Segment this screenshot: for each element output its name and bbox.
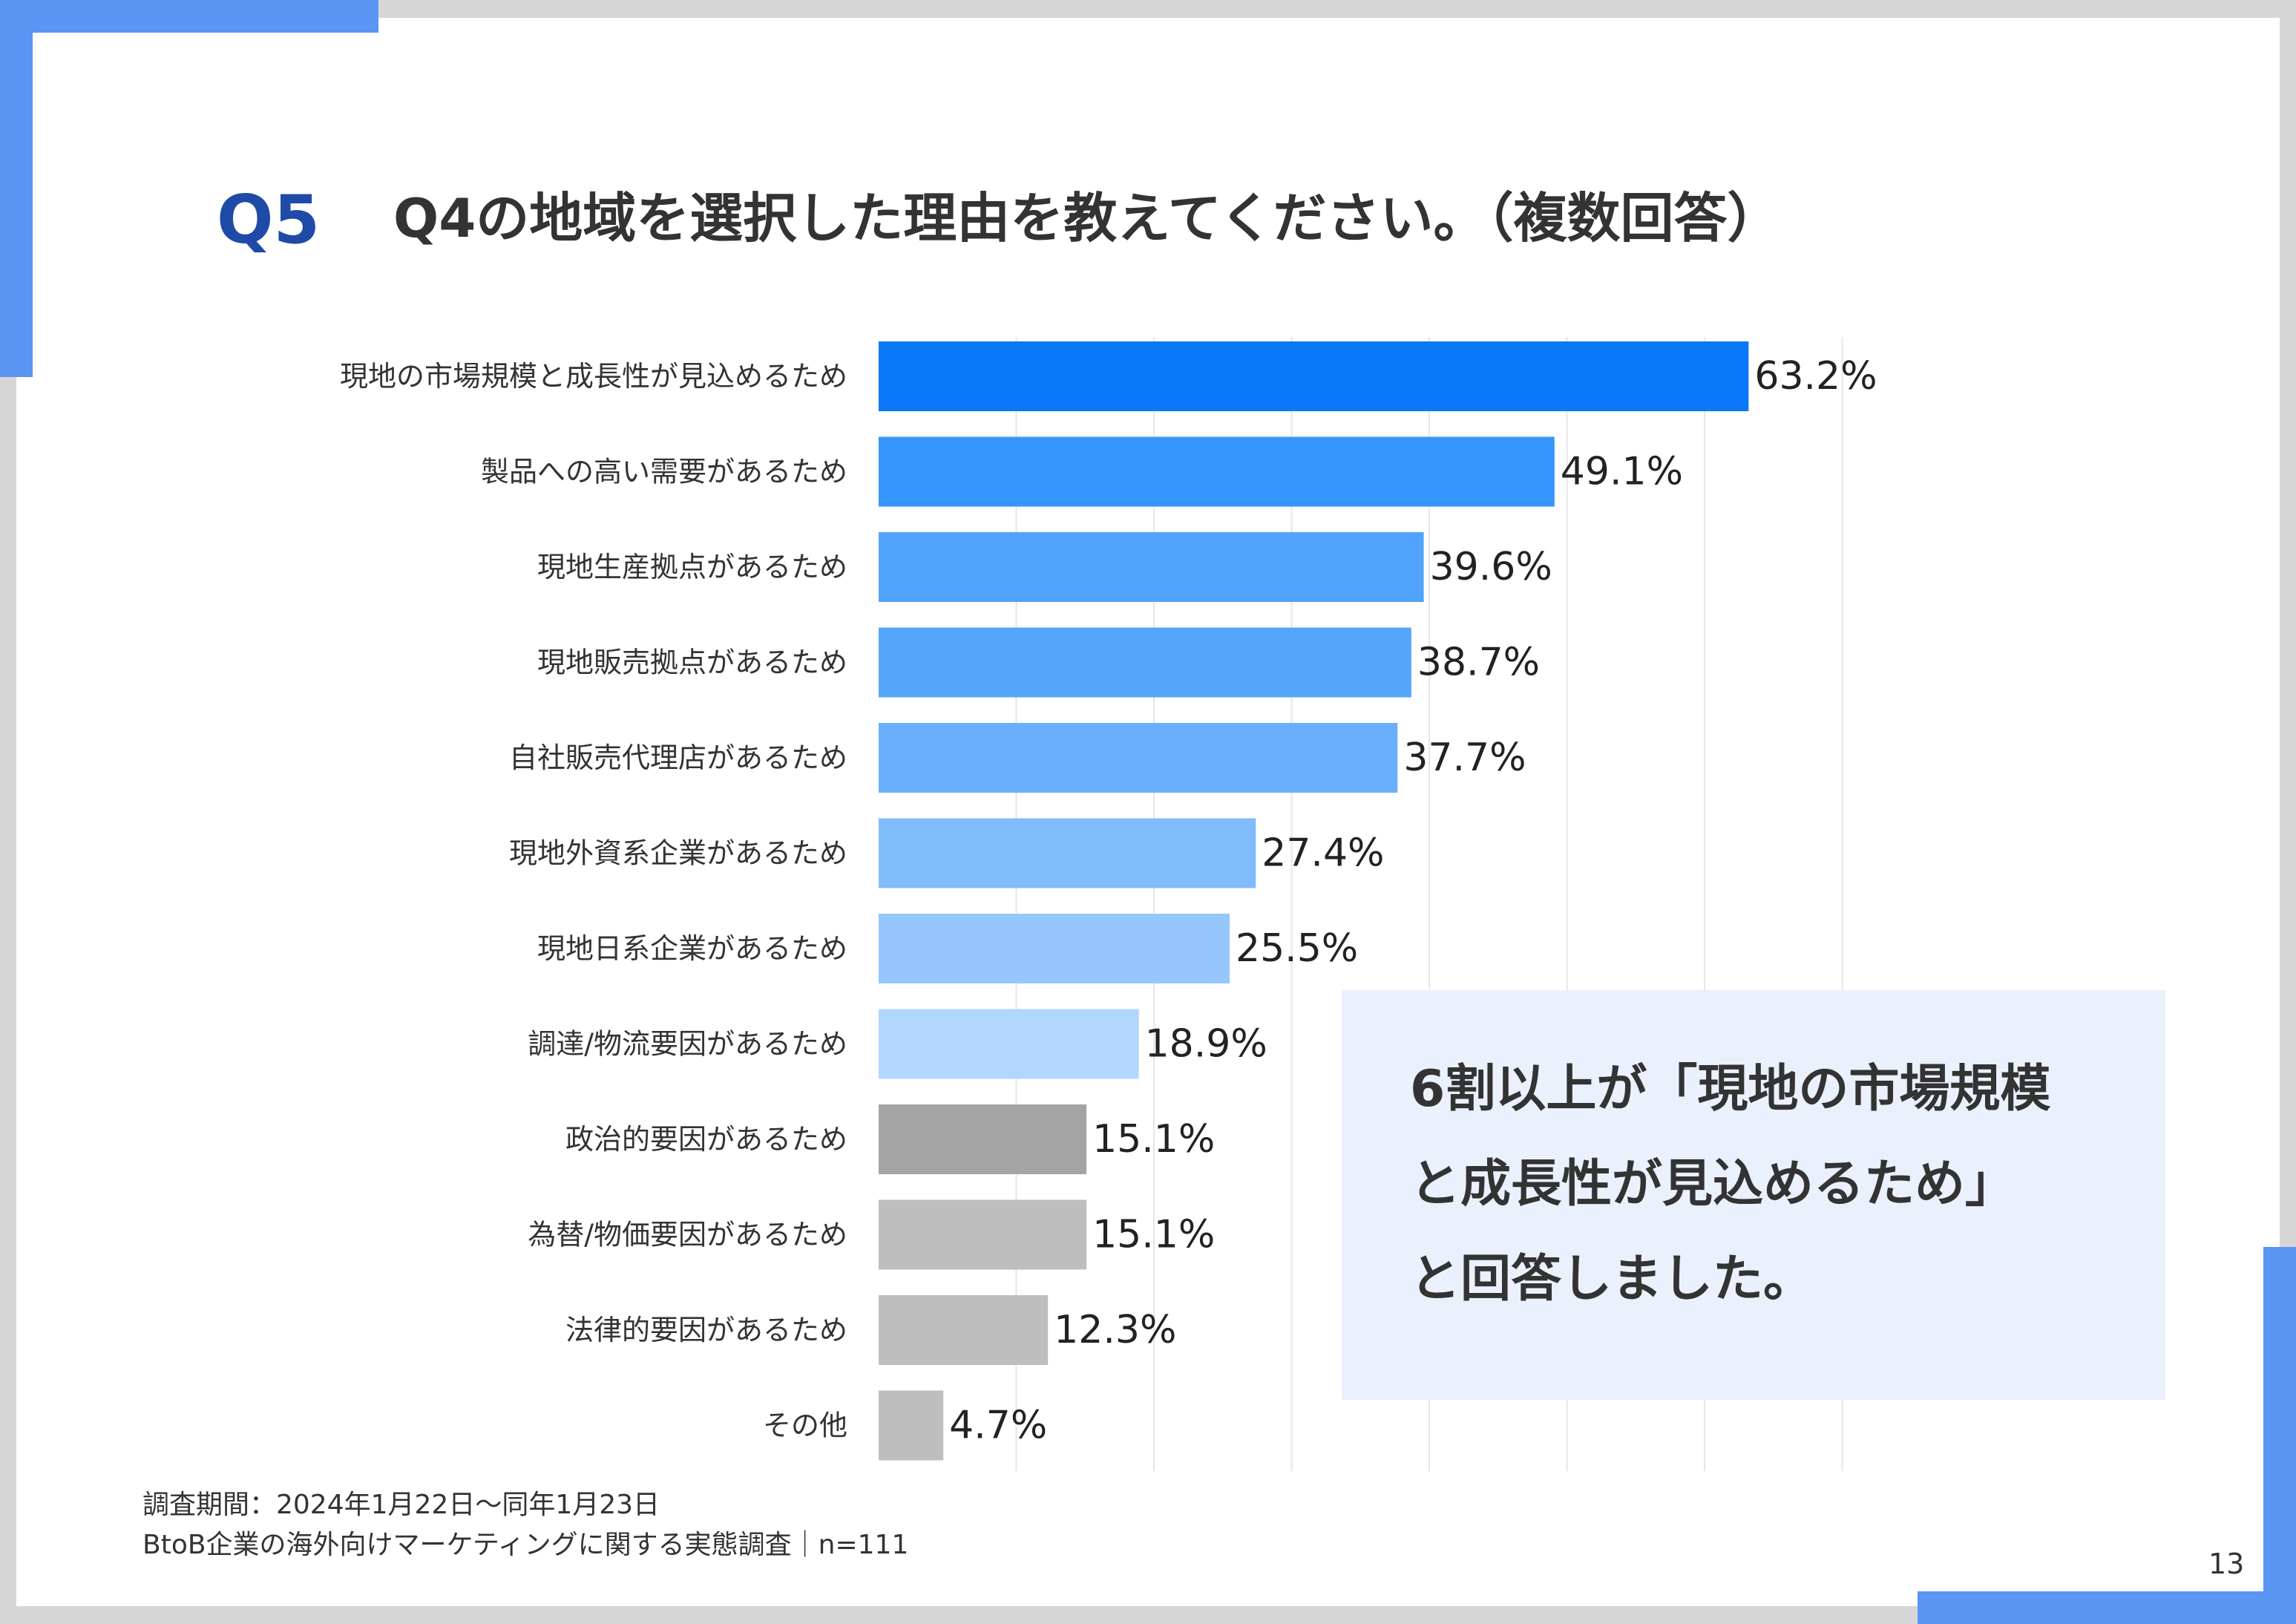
category-label: 為替/物価要因があるため xyxy=(528,1219,847,1251)
survey-period-note: 調査期間：2024年1月22日〜同年1月23日 xyxy=(142,1490,660,1520)
bar xyxy=(879,532,1424,602)
data-label: 18.9% xyxy=(1145,1022,1267,1067)
category-label: 調達/物流要因があるため xyxy=(528,1028,847,1061)
summary-callout: 6割以上が「現地の市場規模 と成長性が見込めるため」 と回答しました。 xyxy=(1342,990,2165,1400)
category-label: その他 xyxy=(763,1409,847,1442)
bar xyxy=(879,818,1256,888)
bar xyxy=(879,1199,1087,1270)
page-number: 13 xyxy=(2208,1548,2245,1580)
data-label: 39.6% xyxy=(1430,545,1552,589)
category-label: 政治的要因があるため xyxy=(565,1123,847,1156)
category-label: 現地日系企業があるため xyxy=(537,932,847,965)
data-label: 49.1% xyxy=(1561,450,1683,494)
category-label: 自社販売代理店があるため xyxy=(509,741,847,774)
category-label: 法律的要因があるため xyxy=(565,1314,847,1346)
category-label: 現地外資系企業があるため xyxy=(509,837,847,870)
survey-name-note: BtoB企業の海外向けマーケティングに関する実態調査｜n=111 xyxy=(142,1530,909,1560)
page-title: Q4の地域を選択した理由を教えてください。（複数回答） xyxy=(393,187,1781,249)
data-label: 38.7% xyxy=(1417,641,1540,685)
data-label: 25.5% xyxy=(1236,926,1358,971)
category-label: 現地の市場規模と成長性が見込めるため xyxy=(340,360,847,393)
callout-line-3: と回答しました。 xyxy=(1410,1250,1814,1309)
bar xyxy=(879,914,1230,983)
bar xyxy=(879,627,1411,698)
bar xyxy=(879,723,1398,793)
data-label: 12.3% xyxy=(1054,1308,1176,1352)
data-label: 15.1% xyxy=(1092,1213,1215,1257)
callout-line-1: 6割以上が「現地の市場規模 xyxy=(1410,1060,2051,1119)
data-label: 4.7% xyxy=(949,1404,1047,1448)
data-label: 63.2% xyxy=(1754,354,1877,399)
bar xyxy=(879,1295,1049,1365)
category-label: 現地生産拠点があるため xyxy=(537,551,847,583)
category-label: 現地販売拠点があるため xyxy=(537,646,847,679)
bar xyxy=(879,1390,944,1461)
bar xyxy=(879,436,1555,507)
category-label: 製品への高い需要があるため xyxy=(481,456,847,488)
data-label: 37.7% xyxy=(1403,736,1526,780)
bar xyxy=(879,1104,1087,1174)
callout-line-2: と成長性が見込めるため」 xyxy=(1410,1155,2016,1214)
data-label: 15.1% xyxy=(1092,1117,1215,1162)
corner-accent-mask xyxy=(33,33,378,377)
question-number: Q5 xyxy=(217,181,321,259)
bar xyxy=(879,1009,1139,1079)
chart-bars: 現地の市場規模と成長性が見込めるため 63.2% 製品への高い需要があるため 49.1… xyxy=(340,341,1877,1461)
bar xyxy=(879,341,1749,411)
data-label: 27.4% xyxy=(1262,831,1384,876)
